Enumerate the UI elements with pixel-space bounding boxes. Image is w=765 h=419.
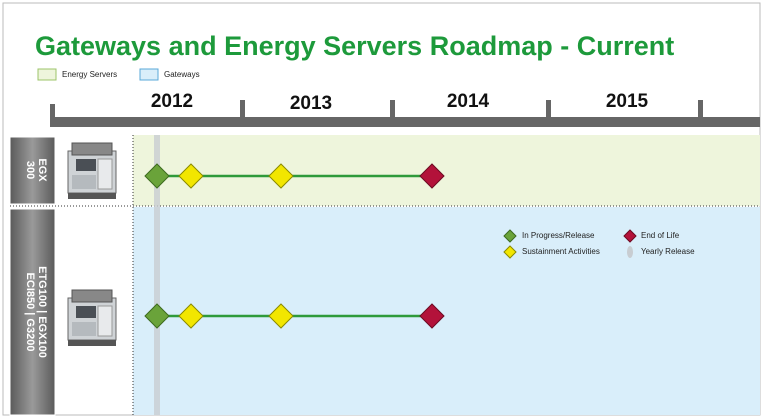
legend-label: Sustainment Activities	[522, 247, 600, 256]
year-label: 2015	[606, 91, 649, 112]
key-swatch	[140, 69, 158, 80]
row-label: ETG100 | EGX100ECI850 | G3200	[24, 266, 48, 358]
roadmap: Gateways and Energy Servers Roadmap - Cu…	[0, 0, 765, 419]
year-label: 2013	[290, 93, 332, 114]
legend-marker	[627, 246, 633, 258]
key-swatch	[38, 69, 56, 80]
key-label: Gateways	[164, 70, 200, 79]
row-label: EGX300	[24, 158, 48, 182]
legend-label: End of Life	[641, 231, 680, 240]
year-label: 2014	[447, 91, 490, 112]
key-label: Energy Servers	[62, 70, 117, 79]
legend-label: Yearly Release	[641, 247, 695, 256]
title: Gateways and Energy Servers Roadmap - Cu…	[35, 31, 674, 61]
row-band	[133, 135, 760, 206]
year-label: 2012	[151, 91, 193, 112]
legend-label: In Progress/Release	[522, 231, 595, 240]
